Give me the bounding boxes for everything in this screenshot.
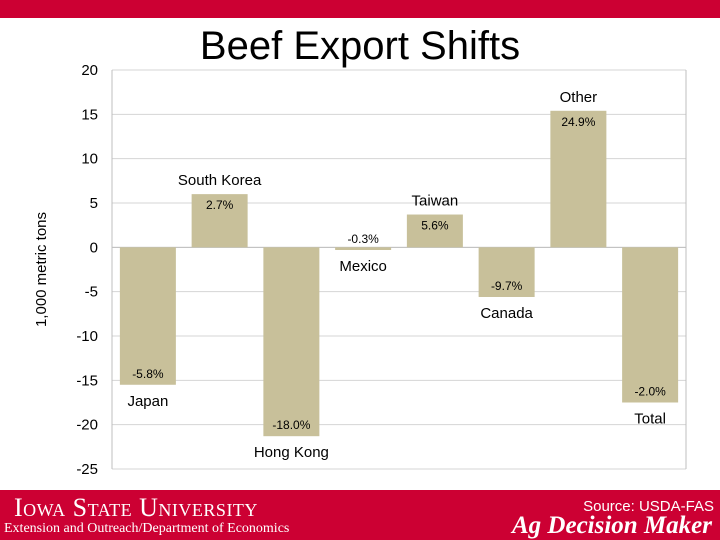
y-tick-label: -10 (76, 328, 98, 345)
y-tick-label: 0 (90, 239, 98, 256)
bar (191, 194, 248, 248)
y-tick-label: -15 (76, 372, 98, 389)
category-label: South Korea (178, 172, 262, 189)
footer-banner: Iowa State University Extension and Outr… (0, 490, 720, 540)
y-tick-label: -20 (76, 417, 98, 434)
y-tick-label: 5 (90, 195, 98, 212)
top-banner (0, 0, 720, 18)
category-label: Other (560, 89, 598, 106)
chart-title: Beef Export Shifts (199, 24, 521, 68)
bar (406, 214, 463, 248)
data-label: -9.7% (491, 279, 523, 293)
bar (622, 247, 679, 403)
data-label: -0.3% (347, 232, 379, 246)
category-label: Japan (127, 393, 168, 410)
data-label: -2.0% (634, 385, 666, 399)
y-tick-label: -5 (85, 284, 98, 301)
category-label: Hong Kong (254, 444, 329, 461)
brand-logo-text: Ag Decision Maker (512, 512, 712, 539)
data-label: -5.8% (132, 367, 164, 381)
y-tick-label: -25 (76, 461, 98, 478)
data-label: -18.0% (272, 418, 310, 432)
bar (263, 247, 320, 437)
category-label: Canada (480, 305, 533, 322)
data-label: 5.6% (421, 219, 449, 233)
bar-chart: 20 15 10 5 0 -5 -10 -15 -20 -25 1,000 metric tons -… (33, 62, 687, 478)
data-label: 24.9% (561, 115, 595, 129)
bar (478, 247, 535, 297)
y-axis-label: 1,000 metric tons (33, 212, 50, 327)
bar (119, 247, 176, 385)
y-tick-label: 20 (81, 62, 98, 79)
source-note: Source: USDA-FAS (583, 498, 714, 515)
university-logo-text: Iowa State University (14, 493, 258, 522)
y-tick-label: 10 (81, 151, 98, 168)
bar (335, 247, 392, 250)
category-label: Total (634, 411, 666, 428)
category-label: Taiwan (412, 193, 459, 210)
y-tick-label: 15 (81, 106, 98, 123)
department-text: Extension and Outreach/Department of Eco… (4, 521, 290, 536)
category-label: Mexico (339, 258, 387, 275)
bar (550, 110, 607, 248)
data-label: 2.7% (206, 198, 234, 212)
